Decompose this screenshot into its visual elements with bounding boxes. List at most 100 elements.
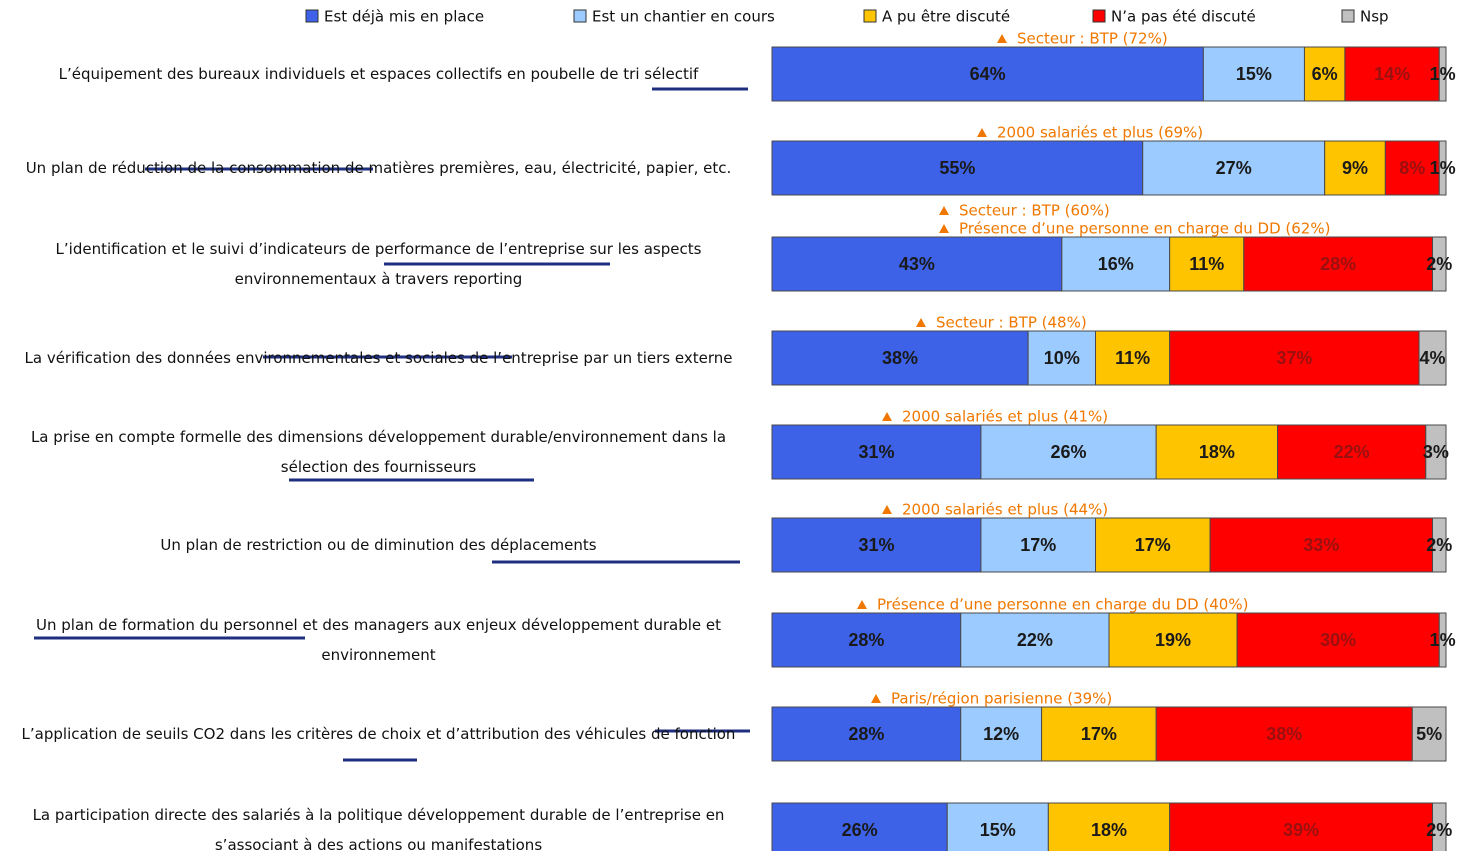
bar-segment <box>1202 46 1305 102</box>
annotation-marker <box>997 34 1007 43</box>
bar-segment <box>1432 236 1447 292</box>
bar-segment <box>1432 517 1447 573</box>
bar-segment <box>1384 140 1440 196</box>
value-label: 22% <box>1017 630 1053 650</box>
bar-segment <box>1236 612 1440 668</box>
bar-segment <box>1411 706 1447 762</box>
bar-segment <box>771 517 982 573</box>
value-label: 27% <box>1216 158 1252 178</box>
bar-segment <box>1432 802 1447 851</box>
value-label: 39% <box>1283 820 1319 840</box>
value-label: 33% <box>1303 535 1339 555</box>
category-label: La vérification des données environnemen… <box>24 349 733 367</box>
value-label: 14% <box>1374 64 1410 84</box>
annotation: 2000 salariés et plus (44%) <box>902 501 1108 519</box>
legend-swatch <box>863 9 877 23</box>
bar-segment <box>960 612 1110 668</box>
bar-segment <box>1027 330 1097 386</box>
value-label: 28% <box>1320 254 1356 274</box>
value-label: 28% <box>848 724 884 744</box>
bar-segment <box>1155 424 1279 480</box>
bar-segment <box>1061 236 1171 292</box>
legend-label: Est un chantier en cours <box>592 8 775 26</box>
bar-segment <box>946 802 1049 851</box>
annotation-marker <box>882 505 892 514</box>
value-label: 31% <box>858 535 894 555</box>
value-label: 19% <box>1155 630 1191 650</box>
bar-segment <box>1155 706 1413 762</box>
legend-swatch <box>305 9 319 23</box>
annotation: Secteur : BTP (60%) <box>959 202 1110 220</box>
bar-segment <box>1142 140 1326 196</box>
annotation: Paris/région parisienne (39%) <box>891 690 1112 708</box>
bar-segment <box>771 612 962 668</box>
bar-segment <box>1303 46 1346 102</box>
legend-swatch <box>1092 9 1106 23</box>
bar-segment <box>1277 424 1427 480</box>
bar-segment <box>771 330 1029 386</box>
value-label: 43% <box>899 254 935 274</box>
annotation-marker <box>977 128 987 137</box>
value-label: 55% <box>939 158 975 178</box>
annotation: Secteur : BTP (48%) <box>936 314 1087 332</box>
bar-segment <box>1438 46 1447 102</box>
value-label: 28% <box>848 630 884 650</box>
value-label: 16% <box>1098 254 1134 274</box>
value-label: 11% <box>1115 348 1150 368</box>
underlines <box>34 87 750 762</box>
value-label: 17% <box>1135 535 1171 555</box>
bar-segment <box>1095 330 1171 386</box>
value-label: 8% <box>1399 158 1425 178</box>
bar-segment <box>1047 802 1171 851</box>
value-label: 15% <box>1236 64 1272 84</box>
annotation-marker <box>939 206 949 215</box>
annotation: Présence d’une personne en charge du DD … <box>959 220 1330 238</box>
bar-segment <box>960 706 1043 762</box>
bar-segment <box>1324 140 1386 196</box>
legend-swatch <box>1341 9 1355 23</box>
annotation: 2000 salariés et plus (69%) <box>997 124 1203 142</box>
bar-segment <box>1425 424 1447 480</box>
category-label: Un plan de réduction de la consommation … <box>25 159 732 177</box>
bar-segment <box>1169 236 1245 292</box>
annotation: Présence d’une personne en charge du DD … <box>877 596 1248 614</box>
bar-segment <box>1438 140 1447 196</box>
category-label: Un plan de formation du personnel et des… <box>36 616 721 664</box>
value-label: 6% <box>1312 64 1338 84</box>
bar-segment <box>1243 236 1434 292</box>
annotation-marker <box>871 694 881 703</box>
bar-segment <box>771 140 1144 196</box>
value-label: 4% <box>1420 348 1446 368</box>
annotation-marker <box>857 600 867 609</box>
value-label: 18% <box>1199 442 1235 462</box>
legend-label: N’a pas été discuté <box>1111 8 1256 26</box>
category-label: L’identification et le suivi d’indicateu… <box>55 240 702 288</box>
bar-segment <box>1438 612 1447 668</box>
value-label: 37% <box>1276 348 1312 368</box>
category-label: La participation directe des salariés à … <box>32 806 725 851</box>
value-label: 38% <box>1266 724 1302 744</box>
legend-label: Nsp <box>1360 8 1389 26</box>
value-label: 2% <box>1426 535 1452 555</box>
annotation-marker <box>939 224 949 233</box>
category-label: La prise en compte formelle des dimensio… <box>30 428 727 476</box>
bar-segment <box>771 802 948 851</box>
value-label: 15% <box>980 820 1016 840</box>
category-label: Un plan de restriction ou de diminution … <box>160 536 597 554</box>
value-label: 18% <box>1091 820 1127 840</box>
bar-segment <box>1108 612 1238 668</box>
bar-segment <box>771 424 982 480</box>
bar-segment <box>1095 517 1211 573</box>
legend-label: A pu être discuté <box>882 8 1010 26</box>
bar-segment <box>771 46 1204 102</box>
value-label: 1% <box>1430 630 1456 650</box>
bar-segment <box>1209 517 1434 573</box>
value-label: 9% <box>1342 158 1368 178</box>
value-label: 17% <box>1020 535 1056 555</box>
bar-segment <box>980 517 1097 573</box>
bar-segment <box>1418 330 1447 386</box>
value-label: 31% <box>858 442 894 462</box>
legend-label: Est déjà mis en place <box>324 8 484 26</box>
